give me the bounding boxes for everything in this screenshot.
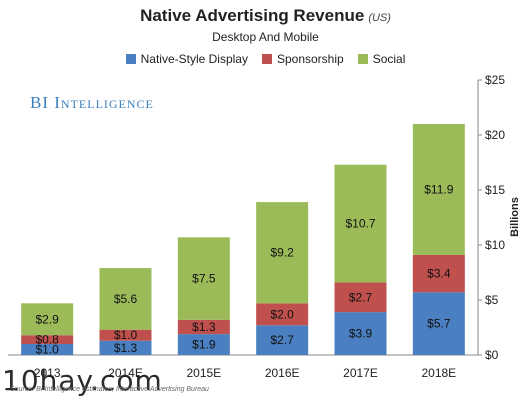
bar-native bbox=[334, 312, 387, 355]
bar-native bbox=[21, 344, 74, 355]
bar-native bbox=[177, 334, 230, 355]
data-label: $7.5 bbox=[192, 272, 216, 286]
bar-sponsorship bbox=[21, 335, 74, 344]
bar-native bbox=[256, 325, 309, 355]
bar-sponsorship bbox=[256, 303, 309, 326]
legend-label-native: Native-Style Display bbox=[140, 52, 248, 66]
legend-swatch-social bbox=[357, 54, 368, 64]
data-label: $3.9 bbox=[349, 327, 373, 341]
bar-native bbox=[99, 340, 152, 355]
x-tick-label: 2017E bbox=[343, 366, 378, 380]
y-tick-label: $5 bbox=[485, 293, 499, 307]
data-label: $2.0 bbox=[270, 307, 294, 321]
bar-social bbox=[177, 237, 230, 320]
bar-sponsorship bbox=[412, 254, 465, 293]
data-label: $1.0 bbox=[35, 343, 59, 357]
x-tick-label: 2014E bbox=[108, 366, 143, 380]
chart-legend: Native-Style Display Sponsorship Social bbox=[0, 52, 531, 66]
legend-item-native: Native-Style Display bbox=[125, 52, 248, 66]
y-tick-label: $0 bbox=[485, 348, 499, 362]
legend-item-social: Social bbox=[357, 52, 406, 66]
data-label: $1.3 bbox=[114, 341, 138, 355]
data-label: $2.7 bbox=[270, 333, 294, 347]
data-label: $1.9 bbox=[192, 338, 216, 352]
y-tick-label: $25 bbox=[485, 73, 505, 87]
chart-title: Native Advertising Revenue bbox=[140, 6, 365, 25]
x-tick-label: 2016E bbox=[265, 366, 300, 380]
bar-sponsorship bbox=[177, 319, 230, 335]
x-tick-label: 2015E bbox=[186, 366, 221, 380]
source-note: Source: BI Intelligence estimates, Inter… bbox=[10, 386, 209, 393]
legend-item-sponsorship: Sponsorship bbox=[261, 52, 344, 66]
data-label: $1.3 bbox=[192, 320, 216, 334]
bar-sponsorship bbox=[99, 329, 152, 341]
data-label: $11.9 bbox=[424, 182, 453, 196]
bar-social bbox=[334, 164, 387, 283]
data-label: $3.4 bbox=[427, 267, 451, 281]
bar-social bbox=[99, 268, 152, 330]
legend-swatch-native bbox=[125, 54, 136, 64]
data-label: $5.6 bbox=[114, 292, 138, 306]
legend-swatch-sponsorship bbox=[261, 54, 272, 64]
y-tick-label: $20 bbox=[485, 128, 505, 142]
brand-logo: BI Intelligence bbox=[30, 93, 154, 112]
bar-social bbox=[412, 124, 465, 255]
data-label: $1.0 bbox=[114, 328, 138, 342]
x-tick-label: 2013 bbox=[34, 366, 61, 380]
data-label: $0.8 bbox=[35, 333, 59, 347]
y-tick-label: $15 bbox=[485, 183, 505, 197]
legend-label-sponsorship: Sponsorship bbox=[276, 52, 344, 66]
bar-sponsorship bbox=[334, 282, 387, 313]
data-label: $10.7 bbox=[345, 217, 375, 231]
chart-title-wrap: Native Advertising Revenue (US) bbox=[0, 6, 531, 26]
data-label: $5.7 bbox=[427, 317, 451, 331]
x-tick-label: 2018E bbox=[421, 366, 456, 380]
y-axis-label: Billions bbox=[509, 197, 521, 237]
bar-social bbox=[21, 303, 74, 336]
legend-label-social: Social bbox=[372, 52, 406, 66]
bar-native bbox=[412, 292, 465, 355]
y-tick-label: $10 bbox=[485, 238, 505, 252]
bar-social bbox=[256, 202, 309, 304]
data-label: $2.7 bbox=[349, 290, 373, 304]
watermark: 10hay.com bbox=[2, 364, 163, 397]
chart-title-unit: (US) bbox=[368, 12, 391, 24]
data-label: $2.9 bbox=[35, 312, 59, 326]
chart-subtitle: Desktop And Mobile bbox=[212, 30, 319, 44]
data-label: $9.2 bbox=[270, 246, 294, 260]
